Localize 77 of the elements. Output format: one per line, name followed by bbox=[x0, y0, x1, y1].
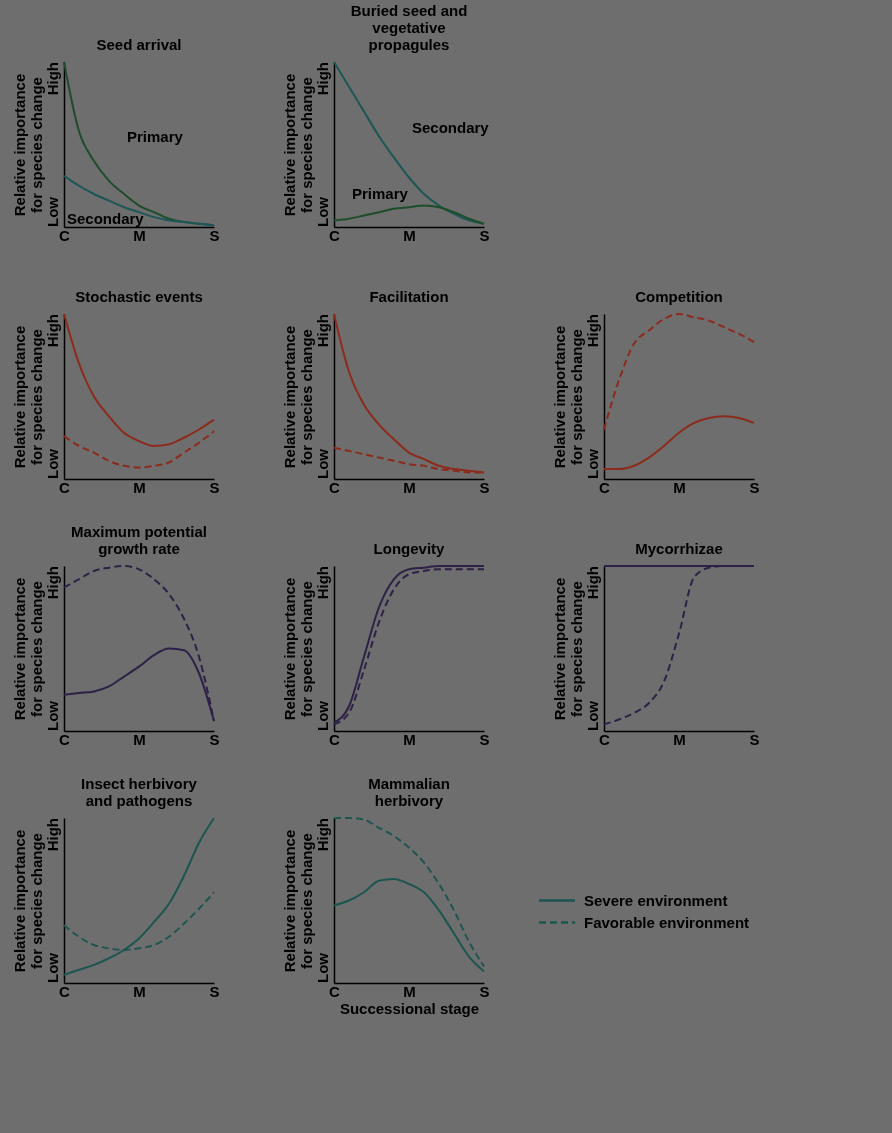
y-axis-title: Relative importance for species change bbox=[280, 829, 315, 973]
text: Low bbox=[44, 700, 61, 731]
chart-title: Stochastic events bbox=[75, 288, 203, 305]
x-tick-label: C bbox=[329, 226, 341, 244]
chart-title: Buried seed and vegetative propagules bbox=[350, 2, 468, 53]
text: High bbox=[44, 314, 61, 348]
text: High bbox=[44, 818, 61, 852]
text: High bbox=[314, 314, 331, 348]
x-tick-label: M bbox=[673, 730, 686, 748]
chart-title: Seed arrival bbox=[96, 36, 182, 53]
x-tick-label: S bbox=[209, 730, 220, 748]
y-axis-title: Relative importance for species change bbox=[10, 577, 45, 721]
x-tick-label: M bbox=[133, 982, 146, 1000]
x-tick-label: S bbox=[209, 226, 220, 244]
x-axis-title: Successional stage bbox=[339, 999, 480, 1017]
x-tick-label: C bbox=[329, 982, 341, 1000]
x-tick-label: S bbox=[479, 226, 490, 244]
text: Low bbox=[584, 448, 601, 479]
x-tick-label: S bbox=[209, 478, 220, 496]
y-axis-title: Relative importance for species change bbox=[280, 73, 315, 217]
series-label: Secondary bbox=[67, 210, 145, 227]
x-tick-label: S bbox=[749, 730, 760, 748]
x-tick-label: C bbox=[329, 730, 341, 748]
chart-title: Longevity bbox=[373, 540, 446, 557]
chart-title: Maximum potential growth rate bbox=[71, 523, 207, 557]
y-axis-title: Relative importance for species change bbox=[550, 325, 585, 469]
x-tick-label: C bbox=[59, 478, 71, 496]
text: Low bbox=[314, 700, 331, 731]
y-axis-title: Relative importance for species change bbox=[280, 325, 315, 469]
text: Low bbox=[314, 196, 331, 227]
chart-title: Mammalian herbivory bbox=[368, 775, 450, 809]
x-tick-label: M bbox=[403, 982, 416, 1000]
text: High bbox=[584, 314, 601, 348]
x-tick-label: S bbox=[479, 982, 490, 1000]
x-tick-label: S bbox=[479, 478, 490, 496]
x-tick-label: C bbox=[59, 730, 71, 748]
x-tick-label: C bbox=[599, 478, 611, 496]
x-tick-label: C bbox=[599, 730, 611, 748]
text: Low bbox=[44, 196, 61, 227]
text: High bbox=[44, 566, 61, 600]
chart-title: Facilitation bbox=[369, 288, 449, 305]
y-axis-title: Relative importance for species change bbox=[280, 577, 315, 721]
text: Low bbox=[44, 448, 61, 479]
x-tick-label: C bbox=[59, 982, 71, 1000]
chart-title: Mycorrhizae bbox=[635, 540, 723, 557]
x-tick-label: M bbox=[133, 478, 146, 496]
text: Low bbox=[44, 952, 61, 983]
chart-title: Insect herbivory and pathogens bbox=[81, 775, 198, 809]
x-tick-label: M bbox=[133, 730, 146, 748]
y-axis-title: Relative importance for species change bbox=[550, 577, 585, 721]
text: High bbox=[314, 818, 331, 852]
text: Low bbox=[314, 448, 331, 479]
y-axis-title: Relative importance for species change bbox=[10, 325, 45, 469]
text: Low bbox=[584, 700, 601, 731]
text: High bbox=[314, 62, 331, 96]
x-tick-label: S bbox=[479, 730, 490, 748]
x-tick-label: M bbox=[403, 730, 416, 748]
x-tick-label: M bbox=[673, 478, 686, 496]
x-tick-label: S bbox=[749, 478, 760, 496]
x-tick-label: C bbox=[59, 226, 71, 244]
x-tick-label: M bbox=[403, 478, 416, 496]
x-tick-label: S bbox=[209, 982, 220, 1000]
text: Primary bbox=[127, 127, 184, 145]
x-tick-label: M bbox=[403, 226, 416, 244]
series-label: Primary bbox=[352, 185, 409, 203]
x-tick-label: M bbox=[133, 226, 146, 244]
text: Low bbox=[314, 952, 331, 983]
x-tick-label: C bbox=[329, 478, 341, 496]
legend-label: Favorable environment bbox=[584, 913, 750, 931]
legend-label: Severe environment bbox=[584, 891, 728, 909]
y-axis-title: Relative importance for species change bbox=[10, 73, 45, 217]
chart-title: Competition bbox=[635, 288, 723, 305]
y-axis-title: Relative importance for species change bbox=[10, 829, 45, 973]
text: High bbox=[314, 566, 331, 600]
text: High bbox=[584, 566, 601, 600]
text: High bbox=[44, 62, 61, 96]
series-label: Secondary bbox=[412, 119, 490, 137]
